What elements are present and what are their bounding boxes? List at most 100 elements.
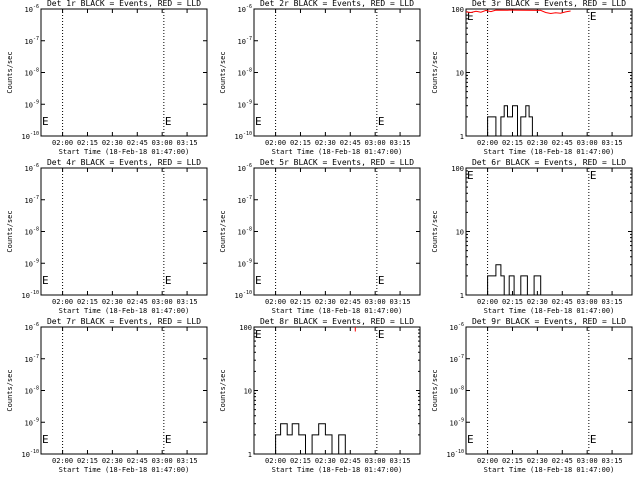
y-tick-label: 10-10	[22, 131, 39, 141]
x-tick-label: 02:30	[102, 139, 123, 147]
x-tick-label: 03:15	[602, 457, 623, 465]
y-tick-base: 10	[22, 292, 30, 300]
y-axis-label: Counts/sec	[431, 210, 439, 252]
x-axis-label: Start Time (18-Feb-18 01:47:00)	[272, 466, 403, 474]
chart-panel-8: Det 8r BLACK = Events, RED = LLD E E 02:00 0…	[219, 317, 421, 474]
y-tick-exponent: -10	[243, 290, 252, 296]
x-tick-label: 03:00	[577, 139, 598, 147]
y-tick-exponent: -9	[458, 417, 464, 423]
chart-title: Det 3r BLACK = Events, RED = LLD	[472, 0, 626, 8]
marker-label: E	[165, 433, 172, 446]
chart-title: Det 5r BLACK = Events, RED = LLD	[260, 158, 414, 167]
y-axis-label: Counts/sec	[219, 369, 227, 411]
plot-frame	[40, 167, 208, 296]
x-tick-label: 02:15	[502, 298, 523, 306]
marker-label: E	[590, 10, 597, 23]
y-tick-label: 10-8	[450, 386, 464, 396]
x-tick-label: 02:00	[477, 139, 498, 147]
y-tick-label: 10-6	[238, 163, 252, 173]
y-axis-label: Counts/sec	[219, 51, 227, 93]
y-tick-exponent: -10	[455, 449, 464, 455]
x-tick-label: 02:30	[315, 298, 336, 306]
y-tick-base: 10	[235, 133, 243, 141]
marker-label: E	[255, 274, 262, 287]
lld-series-line	[465, 9, 571, 15]
y-tick-label: 10-6	[238, 4, 252, 14]
y-tick-base: 10	[22, 133, 30, 141]
y-tick-label: 10	[244, 388, 252, 396]
events-series-line	[466, 264, 548, 296]
y-tick-label: 10-6	[450, 322, 464, 332]
y-tick-exponent: -10	[30, 131, 39, 137]
y-tick-exponent: -8	[33, 227, 39, 233]
y-axis-label: Counts/sec	[431, 369, 439, 411]
y-tick-exponent: -7	[458, 354, 464, 360]
y-tick-exponent: -8	[246, 68, 252, 74]
y-tick-label: 100	[451, 165, 464, 173]
y-tick-label: 10-7	[238, 36, 252, 46]
x-tick-label: 02:15	[77, 298, 98, 306]
y-tick-label: 10-8	[25, 386, 39, 396]
y-tick-exponent: -7	[33, 36, 39, 42]
y-tick-label: 1	[248, 451, 252, 459]
y-tick-label: 10-7	[450, 354, 464, 364]
plot-frame	[40, 326, 208, 455]
y-tick-label: 10-6	[25, 163, 39, 173]
x-tick-label: 03:15	[390, 139, 411, 147]
y-axis-label: Counts/sec	[431, 51, 439, 93]
plot-frame	[253, 167, 421, 296]
events-series-line	[466, 105, 538, 137]
y-tick-exponent: -10	[243, 131, 252, 137]
y-tick-base: 10	[25, 70, 33, 78]
y-tick-base: 10	[238, 6, 246, 14]
x-tick-label: 03:15	[390, 298, 411, 306]
y-tick-label: 10-8	[238, 227, 252, 237]
x-tick-label: 02:30	[102, 298, 123, 306]
y-tick-base: 10	[25, 165, 33, 173]
y-tick-base: 10	[450, 388, 458, 396]
x-axis-label: Start Time (18-Feb-18 01:47:00)	[272, 307, 403, 315]
x-tick-label: 03:15	[177, 457, 198, 465]
x-axis-label: Start Time (18-Feb-18 01:47:00)	[59, 307, 190, 315]
y-tick-exponent: -9	[246, 258, 252, 264]
x-tick-label: 03:15	[177, 298, 198, 306]
x-tick-label: 02:30	[315, 457, 336, 465]
chart-title: Det 6r BLACK = Events, RED = LLD	[472, 158, 626, 167]
x-tick-label: 02:00	[477, 298, 498, 306]
y-tick-label: 10-7	[25, 195, 39, 205]
marker-label: E	[467, 10, 474, 23]
y-tick-base: 10	[25, 6, 33, 14]
x-tick-label: 02:45	[552, 139, 573, 147]
plot-frame	[253, 8, 421, 137]
marker-label: E	[42, 433, 49, 446]
y-tick-label: 10-10	[22, 449, 39, 459]
y-tick-label: 10-7	[238, 195, 252, 205]
y-tick-base: 10	[25, 324, 33, 332]
x-axis-label: Start Time (18-Feb-18 01:47:00)	[484, 466, 615, 474]
y-tick-label: 10-6	[25, 4, 39, 14]
chart-panel-4: Det 4r BLACK = Events, RED = LLD E E 02:00 0…	[6, 158, 208, 315]
y-tick-base: 10	[450, 356, 458, 364]
x-tick-label: 02:00	[265, 139, 286, 147]
y-tick-exponent: -7	[33, 195, 39, 201]
y-tick-label: 10-8	[25, 227, 39, 237]
x-axis-label: Start Time (18-Feb-18 01:47:00)	[484, 307, 615, 315]
x-tick-label: 02:00	[265, 298, 286, 306]
y-tick-base: 10	[238, 101, 246, 109]
x-axis-label: Start Time (18-Feb-18 01:47:00)	[272, 148, 403, 156]
y-tick-label: 10-9	[238, 258, 252, 268]
y-tick-base: 10	[25, 419, 33, 427]
y-tick-base: 10	[235, 292, 243, 300]
x-tick-label: 03:00	[577, 298, 598, 306]
x-tick-label: 02:45	[127, 298, 148, 306]
y-tick-label: 10	[456, 70, 464, 78]
y-tick-label: 10-10	[22, 290, 39, 300]
y-tick-label: 1	[460, 292, 464, 300]
chart-panel-7: Det 7r BLACK = Events, RED = LLD E E 02:00 0…	[6, 317, 208, 474]
y-axis-label: Counts/sec	[6, 210, 14, 252]
x-tick-label: 02:00	[477, 457, 498, 465]
x-tick-label: 02:00	[52, 139, 73, 147]
plot-frame	[465, 326, 633, 455]
marker-label: E	[378, 274, 385, 287]
